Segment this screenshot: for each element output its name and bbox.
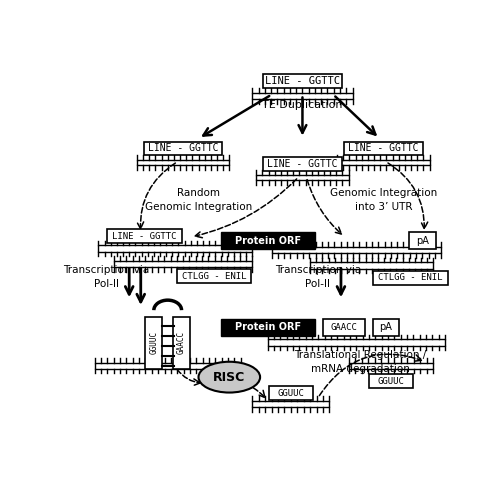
- FancyBboxPatch shape: [337, 160, 430, 165]
- Text: Transcription via
Pol-II: Transcription via Pol-II: [274, 265, 361, 289]
- Text: Protein ORF: Protein ORF: [234, 236, 301, 246]
- FancyBboxPatch shape: [94, 362, 241, 369]
- FancyBboxPatch shape: [348, 362, 434, 369]
- FancyBboxPatch shape: [256, 175, 348, 180]
- FancyBboxPatch shape: [268, 339, 445, 346]
- FancyBboxPatch shape: [146, 317, 162, 369]
- FancyBboxPatch shape: [373, 271, 448, 285]
- FancyBboxPatch shape: [410, 232, 436, 249]
- Text: pA: pA: [416, 236, 429, 246]
- Text: pA: pA: [379, 322, 392, 332]
- FancyBboxPatch shape: [310, 263, 434, 269]
- Text: GGUUC: GGUUC: [378, 376, 404, 385]
- FancyBboxPatch shape: [369, 374, 413, 388]
- FancyBboxPatch shape: [221, 232, 315, 249]
- Text: Random
Genomic Integration: Random Genomic Integration: [145, 188, 252, 212]
- FancyBboxPatch shape: [137, 160, 230, 165]
- Text: Transcription via
Pol-II: Transcription via Pol-II: [63, 265, 149, 289]
- FancyBboxPatch shape: [344, 142, 422, 156]
- FancyBboxPatch shape: [98, 245, 252, 252]
- Text: LINE - GGTTC: LINE - GGTTC: [265, 76, 340, 86]
- FancyBboxPatch shape: [176, 269, 251, 283]
- Text: CTLGG - ENIL: CTLGG - ENIL: [378, 273, 442, 282]
- Text: CTLGG - ENIL: CTLGG - ENIL: [182, 272, 246, 281]
- FancyBboxPatch shape: [263, 157, 342, 171]
- Text: Protein ORF: Protein ORF: [234, 322, 301, 332]
- FancyBboxPatch shape: [108, 229, 182, 243]
- Text: Genomic Integration
into 3’ UTR: Genomic Integration into 3’ UTR: [330, 188, 437, 212]
- FancyBboxPatch shape: [252, 401, 330, 407]
- FancyBboxPatch shape: [269, 386, 313, 400]
- Text: LINE - GGTTC: LINE - GGTTC: [148, 144, 218, 154]
- Text: Translational Regulation /
mRNA degradation: Translational Regulation / mRNA degradat…: [294, 350, 426, 374]
- FancyBboxPatch shape: [252, 93, 352, 99]
- FancyBboxPatch shape: [372, 319, 398, 336]
- FancyBboxPatch shape: [114, 261, 252, 267]
- Text: GAACC: GAACC: [330, 323, 357, 332]
- Text: GAACC: GAACC: [177, 331, 186, 354]
- FancyBboxPatch shape: [323, 319, 365, 336]
- FancyBboxPatch shape: [144, 142, 222, 156]
- Ellipse shape: [198, 362, 260, 393]
- FancyBboxPatch shape: [263, 74, 342, 88]
- Text: LINE - GGTTC: LINE - GGTTC: [267, 159, 338, 169]
- Text: GGUUC: GGUUC: [278, 389, 304, 398]
- FancyBboxPatch shape: [173, 317, 190, 369]
- Text: GGUUC: GGUUC: [150, 331, 158, 354]
- FancyBboxPatch shape: [221, 319, 315, 336]
- Text: LINE - GGTTC: LINE - GGTTC: [348, 144, 418, 154]
- Text: RISC: RISC: [213, 371, 246, 384]
- Text: TE Duplication: TE Duplication: [262, 100, 342, 110]
- Text: LINE - GGTTC: LINE - GGTTC: [112, 232, 177, 241]
- FancyBboxPatch shape: [272, 247, 441, 253]
